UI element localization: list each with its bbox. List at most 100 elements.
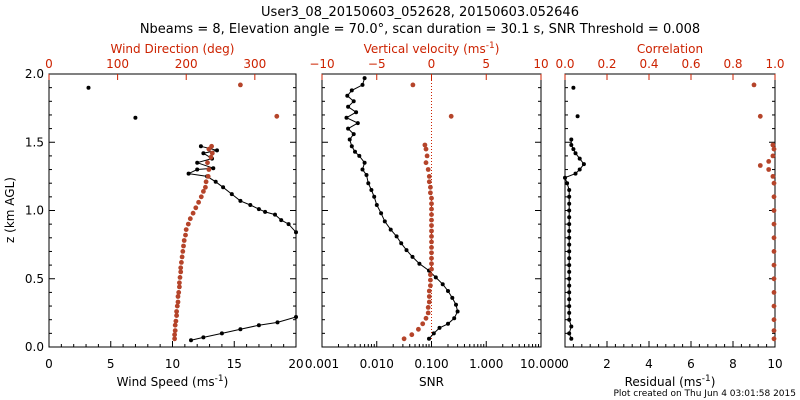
bottom-axis-label: Residual (ms-1) (625, 374, 716, 389)
red-data-point (771, 249, 777, 254)
top-tick-label: 0 (45, 57, 53, 71)
top-axis-label-text: Correlation (637, 42, 703, 56)
black-data-point (567, 331, 572, 336)
y-tick-label: 1.5 (25, 135, 44, 149)
red-data-point (177, 280, 182, 286)
black-data-point (394, 234, 399, 239)
red-data-point (423, 146, 429, 152)
red-data-point (423, 315, 429, 321)
red-data-point (426, 299, 432, 305)
black-data-point (354, 110, 359, 115)
black-data-point (567, 263, 572, 268)
top-tick-label: 0.6 (681, 57, 700, 71)
red-data-point (410, 82, 416, 88)
top-axis-label: Correlation (637, 42, 703, 56)
red-data-point (771, 290, 777, 295)
series-line (345, 77, 459, 340)
red-data-point (426, 294, 432, 299)
black-data-point (366, 181, 371, 186)
red-data-point (426, 179, 432, 185)
top-axis-label: Wind Direction (deg) (111, 42, 235, 56)
black-data-point (256, 207, 261, 212)
red-data-point (179, 254, 185, 260)
black-data-point (567, 310, 572, 315)
red-data-point (429, 223, 434, 228)
y-tick-label: 2.0 (25, 67, 44, 81)
black-data-point (195, 160, 200, 165)
red-data-point (771, 262, 777, 268)
bottom-tick-label: 8 (729, 357, 737, 371)
black-data-point (355, 121, 360, 126)
red-data-point (173, 318, 179, 324)
black-data-point (219, 331, 224, 336)
red-data-point (423, 160, 429, 166)
top-tick-label: −10 (309, 57, 334, 71)
red-data-point (185, 221, 191, 227)
black-data-point (417, 261, 422, 266)
black-data-point (238, 198, 243, 203)
black-data-point (238, 327, 243, 332)
red-data-point (193, 205, 199, 211)
black-data-point (450, 295, 455, 300)
red-data-point (274, 113, 280, 119)
black-data-point (360, 167, 365, 172)
red-data-point (203, 179, 209, 185)
black-data-point (86, 85, 91, 90)
red-data-point (172, 322, 178, 328)
bottom-axis-label-exponent: -1 (215, 374, 224, 384)
red-data-point (771, 303, 777, 309)
red-data-point (429, 266, 434, 272)
red-data-point (428, 190, 433, 196)
red-data-point (428, 283, 433, 288)
black-data-point (404, 248, 409, 253)
top-tick-label: 1.0 (765, 57, 784, 71)
black-data-point (455, 309, 460, 314)
black-data-point (567, 215, 572, 220)
black-data-point (294, 230, 298, 235)
red-data-point (401, 336, 407, 342)
black-data-point (567, 249, 572, 254)
black-data-point (189, 338, 193, 343)
black-data-point (382, 219, 387, 224)
red-data-point (771, 328, 777, 333)
bottom-axis-label: Wind Speed (ms-1) (117, 374, 229, 389)
red-data-point (429, 250, 434, 256)
red-data-point (206, 167, 212, 172)
title-line-2: Nbeams = 8, Elevation angle = 70.0°, sca… (140, 22, 700, 37)
bottom-tick-label: 0.001 (305, 357, 339, 371)
bottom-axis-label-text: SNR (419, 375, 444, 389)
red-data-point (428, 184, 433, 190)
black-data-point (372, 194, 377, 199)
red-data-point (771, 221, 777, 227)
red-data-point (179, 260, 184, 265)
black-data-point (571, 85, 576, 90)
red-data-point (429, 255, 434, 261)
top-tick-label: 5 (482, 57, 490, 71)
black-data-point (563, 175, 567, 180)
panel-1: 0.00.51.01.52.00 5 10 15 200 100 200 300 (25, 57, 304, 371)
red-data-point (429, 239, 434, 245)
black-data-point (433, 275, 438, 280)
bottom-tick-label: 0 (561, 357, 569, 371)
red-data-point (771, 194, 777, 200)
panel-3: 0 2 4 6 8 10 0.0 0.2 0.4 0.6 0.8 1.0 (555, 57, 784, 371)
black-data-point (567, 256, 572, 261)
red-data-point (771, 146, 777, 152)
red-data-point (187, 216, 193, 222)
black-data-point (410, 254, 415, 259)
red-data-point (174, 309, 180, 314)
black-data-point (569, 324, 574, 329)
y-tick-label: 0.5 (25, 272, 44, 286)
red-data-point (180, 249, 186, 254)
bottom-axis-label-suffix: ) (711, 375, 716, 389)
red-data-point (429, 195, 434, 201)
black-data-point (388, 227, 393, 232)
red-data-point (181, 238, 187, 243)
plot-frame (564, 73, 776, 348)
black-data-point (349, 88, 354, 93)
bottom-tick-label: 20 (288, 357, 303, 371)
red-data-point (429, 201, 434, 207)
red-data-point (428, 277, 433, 283)
black-data-point (440, 282, 445, 287)
